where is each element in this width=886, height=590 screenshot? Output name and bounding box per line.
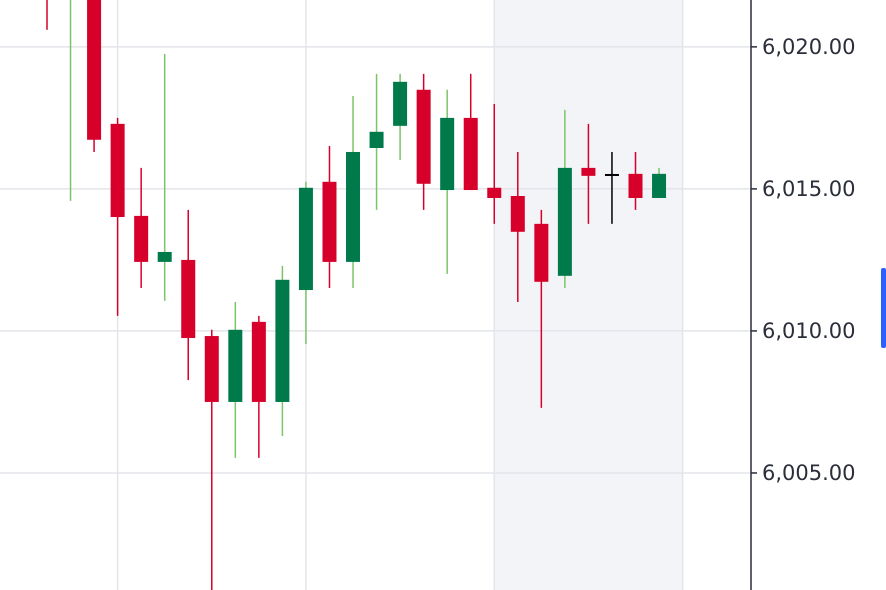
- candle-body: [322, 181, 337, 262]
- candle-body: [416, 89, 431, 184]
- candle-body: [298, 187, 313, 291]
- candle-body: [534, 223, 549, 282]
- candle-body: [510, 196, 525, 232]
- candle-body: [440, 117, 455, 191]
- candle-body: [110, 123, 125, 218]
- candle-body: [487, 187, 502, 198]
- y-tick-label: 6,010.00: [762, 319, 856, 343]
- candle-body: [157, 251, 172, 262]
- y-tick-label: 6,015.00: [762, 177, 856, 201]
- candle-body: [652, 173, 667, 198]
- candle-body: [87, 0, 102, 140]
- candle-body: [628, 173, 643, 198]
- candle-body: [228, 329, 243, 402]
- side-tab[interactable]: [881, 268, 886, 348]
- candle-body: [275, 279, 290, 402]
- candle-body: [463, 117, 478, 191]
- candle-body: [557, 167, 572, 276]
- y-tick-label: 6,005.00: [762, 461, 856, 485]
- candle-body: [346, 151, 361, 262]
- candle-body: [204, 336, 219, 402]
- candle-body: [393, 81, 408, 126]
- candle-body: [251, 321, 266, 402]
- session-shade: [494, 0, 683, 590]
- candle-body: [134, 215, 149, 262]
- candle-body: [369, 131, 384, 148]
- y-tick-label: 6,020.00: [762, 35, 856, 59]
- candle-body: [581, 167, 596, 176]
- candle-body: [181, 259, 196, 339]
